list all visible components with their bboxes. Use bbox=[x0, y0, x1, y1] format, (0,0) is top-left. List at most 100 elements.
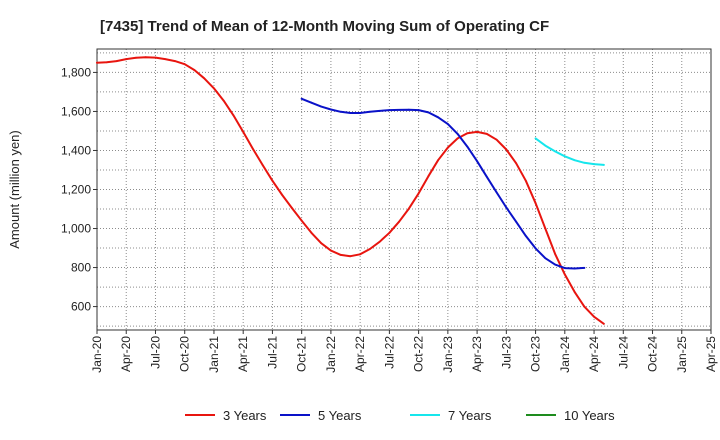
data-point bbox=[105, 61, 108, 64]
x-tick-label: Oct-20 bbox=[178, 336, 192, 372]
data-point bbox=[417, 192, 420, 195]
y-tick-label: 1,000 bbox=[61, 222, 91, 236]
y-tick-label: 1,600 bbox=[61, 104, 91, 118]
data-point bbox=[408, 108, 410, 111]
data-point bbox=[320, 242, 323, 245]
y-tick-label: 1,800 bbox=[61, 65, 91, 79]
legend-label: 5 Years bbox=[318, 408, 362, 423]
data-point bbox=[573, 291, 576, 293]
data-point bbox=[388, 231, 391, 234]
data-point bbox=[339, 254, 342, 256]
data-point bbox=[242, 131, 245, 133]
data-point bbox=[320, 105, 323, 108]
legend-label: 7 Years bbox=[448, 408, 492, 423]
data-point bbox=[456, 133, 459, 135]
data-point bbox=[339, 110, 342, 113]
series-7-years bbox=[534, 137, 605, 166]
x-tick-label: Jul-20 bbox=[148, 336, 162, 369]
data-point bbox=[602, 322, 605, 325]
x-tick-label: Jul-21 bbox=[265, 336, 279, 369]
data-point bbox=[456, 137, 459, 140]
data-point bbox=[349, 112, 352, 114]
data-point bbox=[369, 248, 371, 250]
data-point bbox=[593, 315, 595, 318]
data-point bbox=[96, 61, 98, 64]
data-point bbox=[417, 109, 420, 111]
data-point bbox=[583, 267, 586, 269]
data-point bbox=[447, 146, 449, 149]
legend-item-10-years: 10 Years bbox=[526, 408, 615, 423]
x-tick-label: Oct-21 bbox=[295, 336, 309, 372]
legend-label: 10 Years bbox=[564, 408, 615, 423]
legend-item-3-years: 3 Years bbox=[185, 408, 267, 423]
data-point bbox=[554, 263, 556, 266]
data-point bbox=[583, 305, 586, 308]
data-point bbox=[427, 111, 430, 114]
data-point bbox=[398, 220, 400, 223]
plot-frame bbox=[96, 48, 712, 331]
data-point bbox=[125, 58, 128, 60]
gridlines bbox=[97, 49, 711, 330]
data-point bbox=[515, 162, 517, 165]
data-point bbox=[573, 267, 576, 270]
data-point bbox=[534, 137, 537, 140]
data-point bbox=[485, 133, 488, 135]
data-point bbox=[524, 235, 527, 237]
y-tick-label: 600 bbox=[71, 300, 91, 314]
data-point bbox=[164, 58, 167, 60]
data-point bbox=[476, 131, 478, 133]
data-point bbox=[476, 160, 478, 163]
x-tick-label: Jan-24 bbox=[558, 336, 572, 373]
data-point bbox=[427, 175, 430, 178]
y-tick-label: 800 bbox=[71, 261, 91, 275]
x-tick-label: Jul-23 bbox=[499, 336, 513, 369]
data-point bbox=[310, 231, 313, 234]
legend: 3 Years 5 Years 7 Years 10 Years bbox=[185, 408, 615, 423]
data-point bbox=[505, 206, 508, 209]
data-point bbox=[573, 159, 576, 162]
data-point bbox=[281, 194, 284, 196]
data-point bbox=[252, 148, 254, 150]
x-tick-label: Oct-24 bbox=[646, 336, 660, 372]
data-point bbox=[534, 247, 537, 250]
data-point bbox=[232, 114, 235, 117]
x-tick-label: Apr-22 bbox=[353, 336, 367, 372]
data-point bbox=[378, 110, 381, 112]
data-point bbox=[183, 63, 186, 66]
x-tick-label: Jan-21 bbox=[207, 336, 221, 373]
data-point bbox=[330, 249, 332, 252]
series-5-years bbox=[300, 97, 586, 270]
x-tick-label: Jul-22 bbox=[382, 336, 396, 369]
data-point bbox=[505, 148, 508, 151]
data-point bbox=[378, 240, 381, 243]
x-tick-label: Apr-25 bbox=[704, 336, 718, 372]
x-tick-label: Apr-21 bbox=[236, 336, 250, 372]
x-tick-label: Jan-20 bbox=[90, 336, 104, 373]
data-point bbox=[115, 60, 118, 62]
x-tick-label: Apr-24 bbox=[587, 336, 601, 372]
data-point bbox=[300, 97, 303, 100]
data-point bbox=[563, 273, 566, 276]
data-point bbox=[271, 179, 274, 182]
data-point bbox=[563, 155, 566, 158]
series-line-3-years bbox=[96, 56, 605, 325]
series-line-7-years bbox=[534, 137, 605, 166]
y-axis: 600 800 1,000 1,200 1,400 1,600 1,800 bbox=[61, 65, 97, 314]
data-point bbox=[544, 257, 547, 260]
chart-title: [7435] Trend of Mean of 12-Month Moving … bbox=[100, 18, 549, 35]
data-point bbox=[398, 109, 400, 111]
series-line-5-years bbox=[300, 97, 586, 270]
data-point bbox=[602, 164, 605, 166]
data-point bbox=[135, 56, 137, 59]
data-point bbox=[466, 145, 469, 148]
data-point bbox=[300, 219, 303, 222]
data-point bbox=[330, 108, 332, 111]
data-point bbox=[495, 191, 498, 194]
data-point bbox=[349, 255, 352, 258]
data-point bbox=[485, 175, 488, 178]
data-point bbox=[554, 253, 556, 255]
x-tick-label: Oct-22 bbox=[412, 336, 426, 372]
data-point bbox=[437, 116, 439, 119]
y-tick-label: 1,400 bbox=[61, 143, 91, 157]
